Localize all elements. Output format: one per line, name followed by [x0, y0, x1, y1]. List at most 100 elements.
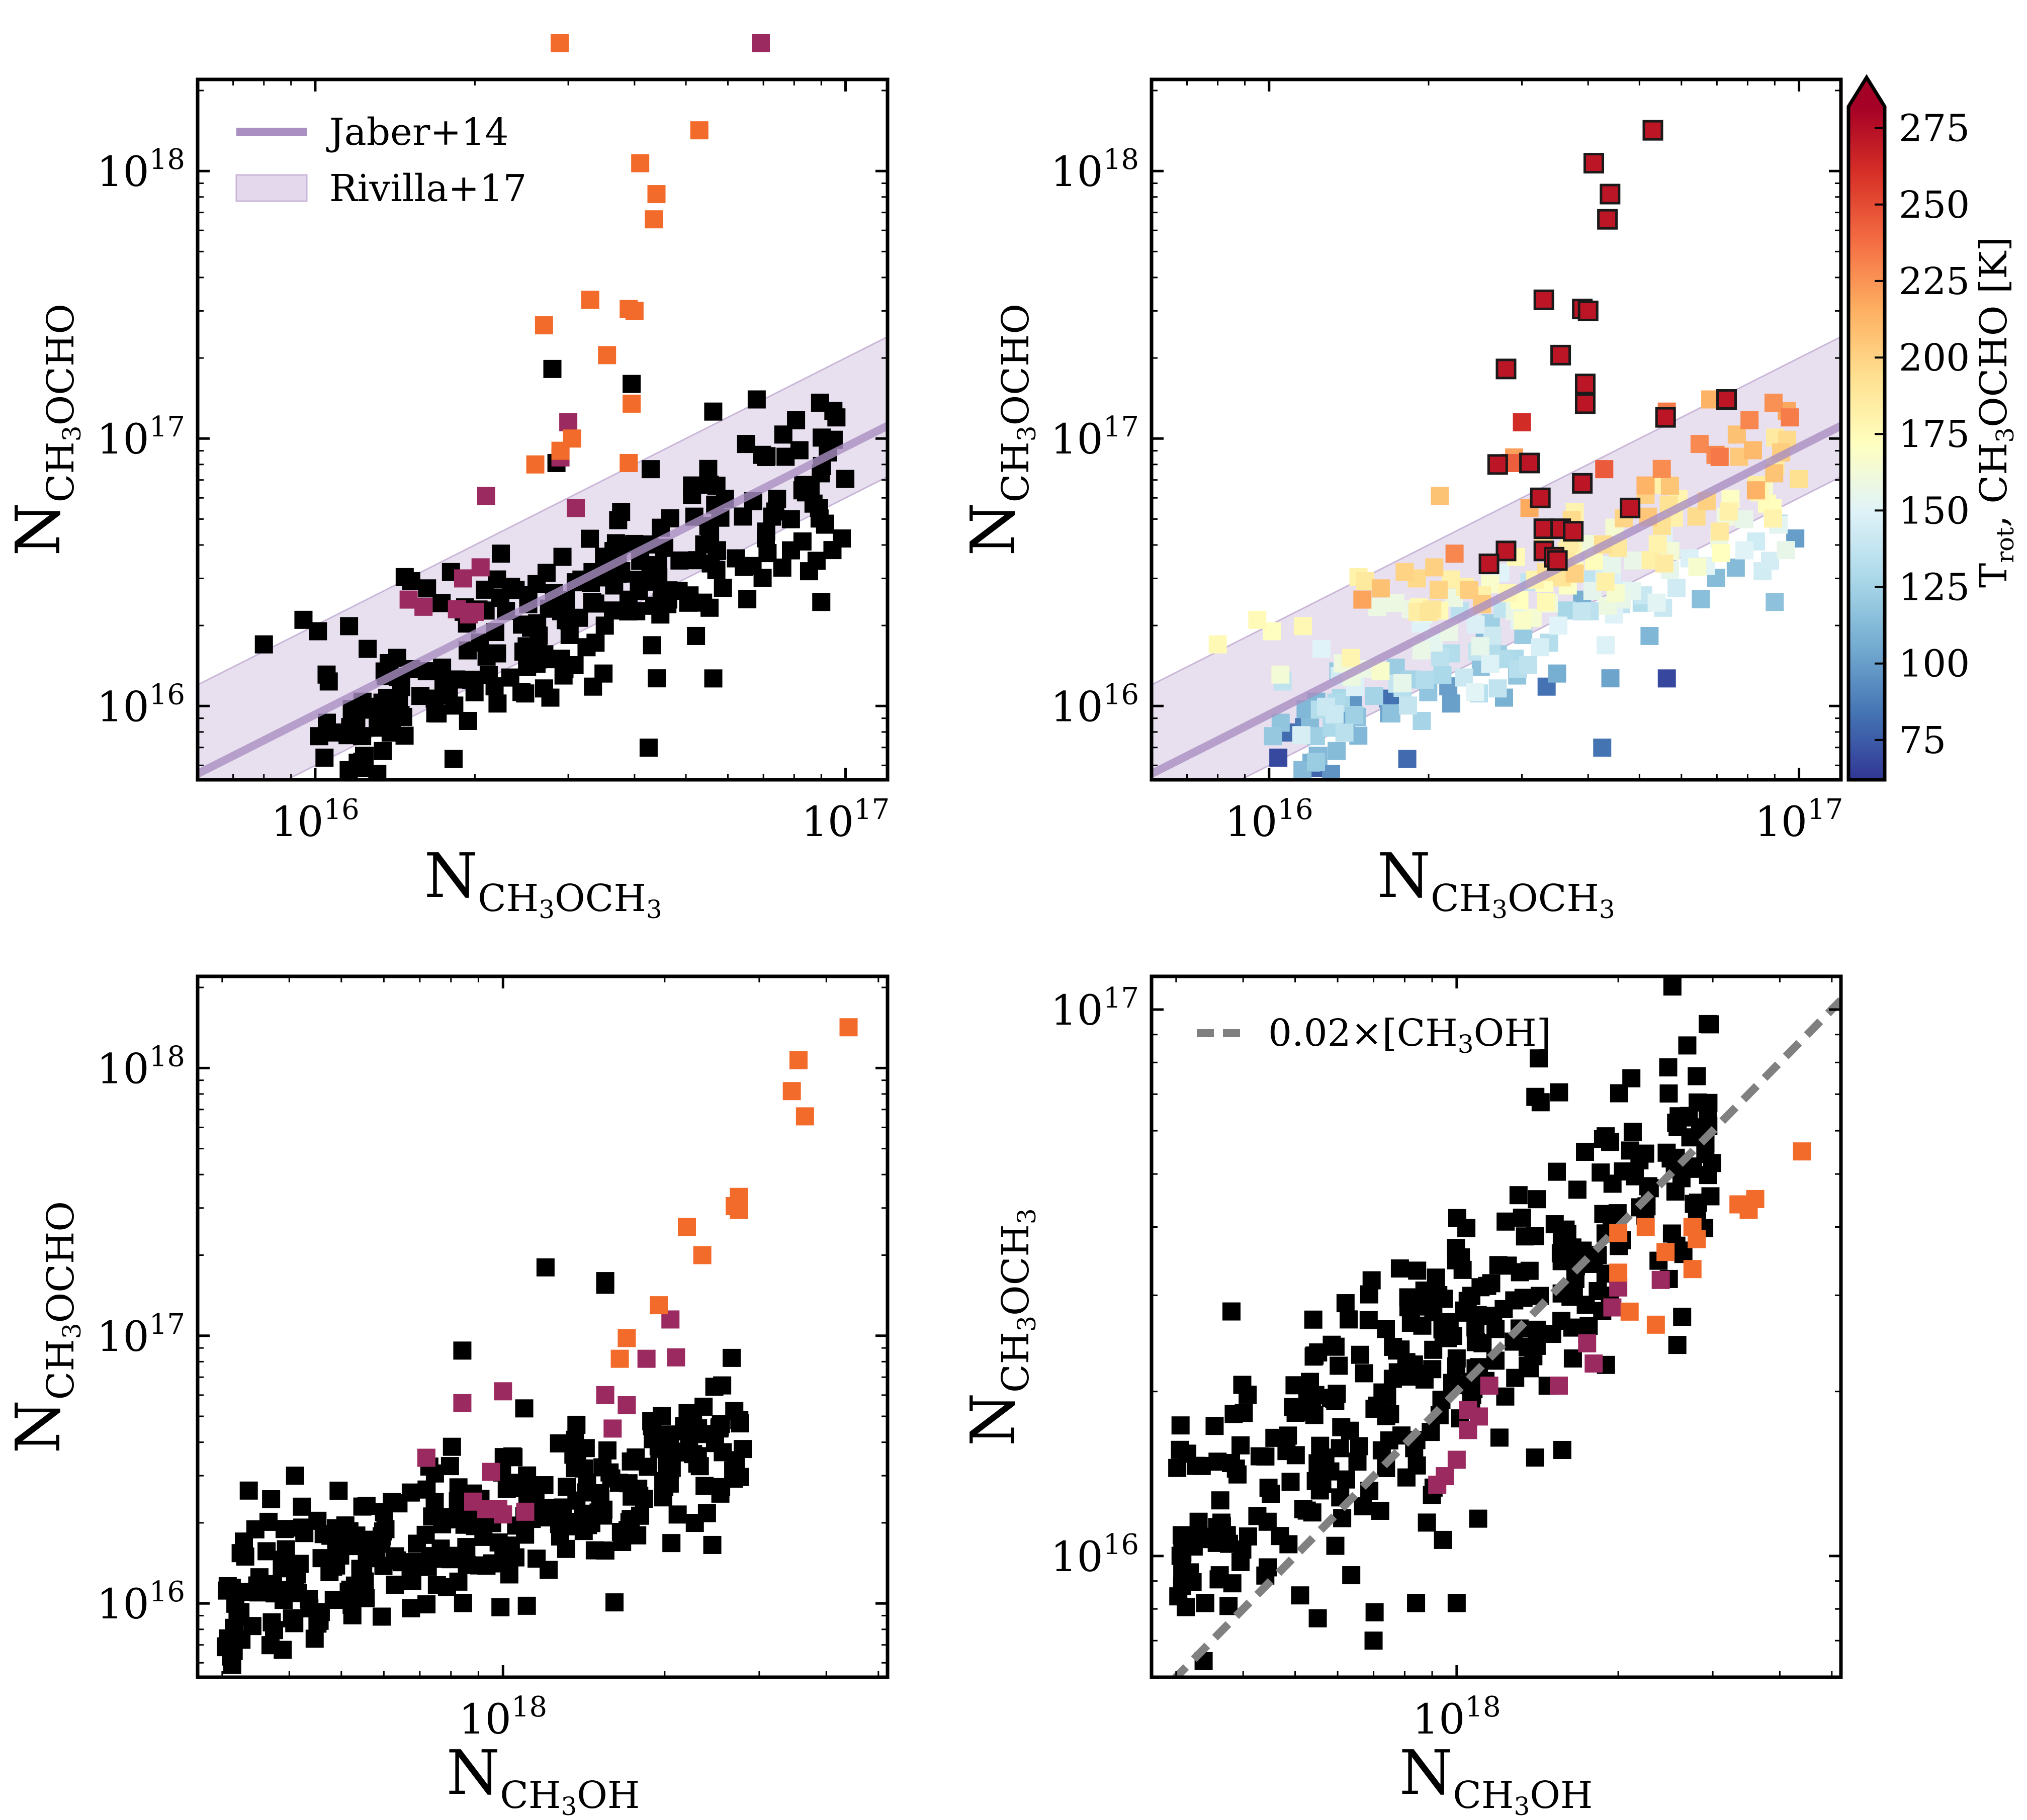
- data-point-background: [389, 1494, 408, 1513]
- data-point-hot: [1655, 407, 1676, 428]
- data-point-background: [596, 1276, 614, 1294]
- data-point-background: [1259, 1479, 1278, 1497]
- data-point-colored: [1652, 460, 1671, 478]
- data-point-hc1: [1620, 1302, 1639, 1321]
- data-point-background: [1528, 1190, 1546, 1209]
- data-point-background: [1424, 1303, 1443, 1322]
- data-point-colored: [1781, 408, 1799, 427]
- data-point-colored: [1271, 665, 1290, 684]
- data-point-background: [1177, 1598, 1195, 1616]
- data-point-hot: [1547, 550, 1568, 571]
- data-point-colored: [1710, 522, 1729, 541]
- data-point-background: [1663, 977, 1682, 996]
- data-point-background: [1659, 1084, 1678, 1103]
- data-point-background: [1579, 1317, 1598, 1335]
- data-point-background: [528, 650, 547, 669]
- data-point-background: [694, 593, 713, 612]
- data-point-hc2: [1549, 1377, 1568, 1395]
- data-point-background: [401, 1563, 420, 1582]
- data-point-background: [622, 1452, 640, 1471]
- data-point-background: [1348, 1452, 1367, 1471]
- data-point-colored: [1488, 679, 1507, 698]
- data-point-background: [1209, 1570, 1228, 1589]
- data-point-hc2: [567, 499, 585, 517]
- data-point-colored: [1312, 640, 1331, 658]
- data-point-background: [812, 464, 830, 483]
- jaber14-line: [1152, 422, 1841, 778]
- data-point-hc2: [1459, 1421, 1477, 1439]
- data-point-background: [662, 1534, 681, 1553]
- data-point-background: [1364, 1631, 1383, 1650]
- data-point-background: [1208, 1452, 1227, 1471]
- data-point-background: [757, 447, 776, 466]
- data-point-hc1: [730, 1201, 748, 1219]
- data-point-colored: [1735, 510, 1754, 528]
- data-point-background: [581, 529, 599, 548]
- data-point-background: [1256, 1447, 1275, 1466]
- data-point-background: [1466, 1333, 1485, 1351]
- data-point-background: [286, 1467, 304, 1485]
- data-point-background: [1354, 1497, 1372, 1516]
- data-point-background: [274, 1641, 292, 1659]
- data-point-background: [1377, 1407, 1395, 1425]
- data-point-hc2: [482, 1463, 500, 1481]
- data-point-hc1: [678, 1218, 696, 1236]
- data-point-background: [1568, 1180, 1587, 1199]
- data-point-colored: [1690, 435, 1709, 453]
- data-point-background: [357, 1497, 376, 1515]
- rivilla17-legend-label: Rivilla+17: [329, 167, 526, 210]
- data-point-colored: [1208, 635, 1227, 654]
- data-point-background: [701, 554, 720, 573]
- data-point-background: [568, 1449, 586, 1468]
- data-point-background: [1323, 1335, 1341, 1354]
- data-point-background: [1336, 1294, 1355, 1313]
- data-point-hc1: [647, 185, 666, 204]
- data-point-background: [810, 509, 829, 528]
- data-point-background: [285, 1614, 304, 1632]
- data-point-colored: [1419, 602, 1438, 621]
- data-point-background: [689, 1419, 708, 1437]
- data-point-background: [1330, 1356, 1348, 1375]
- colorbar-frame: [1846, 74, 1887, 782]
- data-point-background: [1341, 1421, 1359, 1440]
- data-point-background: [1543, 1325, 1561, 1343]
- data-point-background: [1407, 1594, 1426, 1612]
- data-point-background: [491, 1598, 510, 1616]
- x-tick-label: 1018: [1413, 1691, 1501, 1744]
- data-point-colored: [1549, 616, 1568, 635]
- axes-frame: [196, 974, 890, 1679]
- data-point-background: [595, 616, 614, 635]
- panel-top-right: 1016 1017 1016 1017 1018 NCH3OCH3 NCH3OCHO: [957, 77, 1843, 924]
- data-point-background: [262, 1490, 281, 1508]
- data-point-background: [694, 1397, 713, 1416]
- data-point-background: [459, 711, 477, 730]
- data-point-background: [655, 1436, 674, 1454]
- data-point-hc2: [667, 1348, 685, 1367]
- data-point-background: [723, 1348, 741, 1367]
- plot-area: [1168, 977, 1841, 1677]
- data-point-hc2: [1584, 1354, 1603, 1373]
- data-point-background: [763, 507, 781, 526]
- data-point-hc2: [1447, 1450, 1466, 1469]
- data-point-background: [596, 1541, 614, 1560]
- data-point-background: [659, 581, 678, 600]
- data-point-colored: [1531, 638, 1549, 657]
- data-point-hot: [1597, 209, 1618, 230]
- data-point-colored: [1471, 637, 1489, 656]
- reference-legend-label: 0.02×[CH3OH]: [1268, 1012, 1551, 1059]
- data-point-background: [712, 1478, 731, 1496]
- data-point-background: [407, 1534, 426, 1553]
- x-tick-label: 1017: [802, 793, 890, 846]
- data-point-hc2: [618, 1396, 636, 1414]
- data-point-background: [1688, 1067, 1706, 1085]
- data-point-background: [357, 1589, 375, 1607]
- data-point-hc2: [637, 1349, 656, 1368]
- data-point-background: [488, 644, 506, 663]
- data-point-colored: [1346, 795, 1364, 813]
- data-point-background: [1342, 1566, 1361, 1585]
- data-point-colored: [1548, 664, 1566, 683]
- data-point-colored: [1519, 656, 1538, 674]
- data-point-background: [1434, 1530, 1452, 1549]
- data-point-background: [518, 1466, 537, 1485]
